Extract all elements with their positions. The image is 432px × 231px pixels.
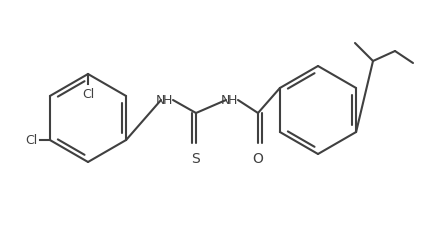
Text: S: S: [192, 152, 200, 166]
Text: H: H: [163, 94, 172, 106]
Text: Cl: Cl: [25, 134, 38, 146]
Text: O: O: [253, 152, 264, 166]
Text: N: N: [156, 94, 165, 106]
Text: N: N: [221, 94, 230, 106]
Text: Cl: Cl: [82, 88, 94, 101]
Text: H: H: [228, 94, 237, 106]
